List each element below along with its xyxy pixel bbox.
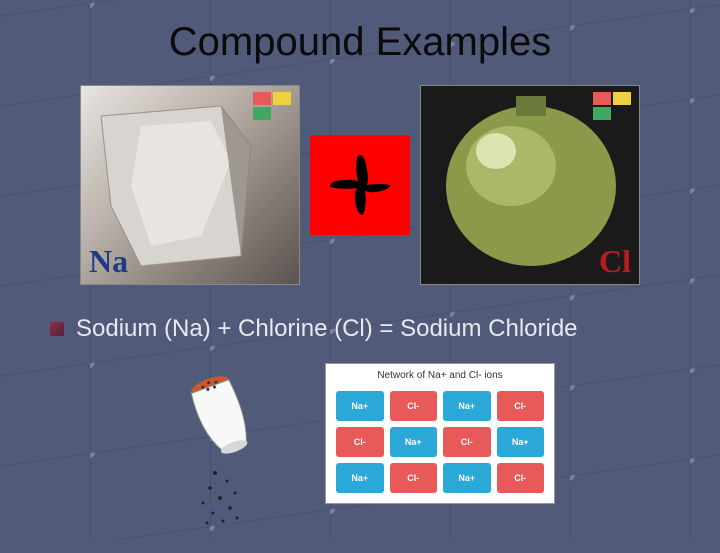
salt-shaker-image [165, 363, 285, 533]
bottom-row: Network of Na+ and Cl- ions Na+ Cl- Na+ … [40, 363, 680, 533]
bullet-icon [50, 322, 64, 336]
plus-icon [310, 135, 410, 235]
ion-cell: Na+ [443, 391, 491, 421]
ion-cell: Cl- [443, 427, 491, 457]
sodium-image: Na [80, 85, 300, 285]
equation-text: Sodium (Na) + Chlorine (Cl) = Sodium Chl… [76, 315, 578, 343]
chlorine-symbol: Cl [599, 243, 631, 280]
ion-cell: Na+ [443, 463, 491, 493]
ion-cell: Cl- [497, 391, 545, 421]
ion-cell: Cl- [390, 463, 438, 493]
ion-diagram-title: Network of Na+ and Cl- ions [332, 370, 548, 381]
images-row: Na Cl [40, 85, 680, 285]
equation-line: Sodium (Na) + Chlorine (Cl) = Sodium Chl… [50, 315, 680, 343]
ion-grid: Na+ Cl- Na+ Cl- Cl- Na+ Cl- Na+ Na+ Cl- … [332, 387, 548, 497]
ion-network-diagram: Network of Na+ and Cl- ions Na+ Cl- Na+ … [325, 363, 555, 504]
ion-cell: Na+ [390, 427, 438, 457]
ion-cell: Na+ [336, 463, 384, 493]
ion-cell: Cl- [336, 427, 384, 457]
ion-cell: Na+ [497, 427, 545, 457]
ion-cell: Cl- [390, 391, 438, 421]
sodium-symbol: Na [89, 243, 128, 280]
ion-cell: Cl- [497, 463, 545, 493]
slide-title: Compound Examples [40, 20, 680, 65]
chlorine-image: Cl [420, 85, 640, 285]
ion-cell: Na+ [336, 391, 384, 421]
